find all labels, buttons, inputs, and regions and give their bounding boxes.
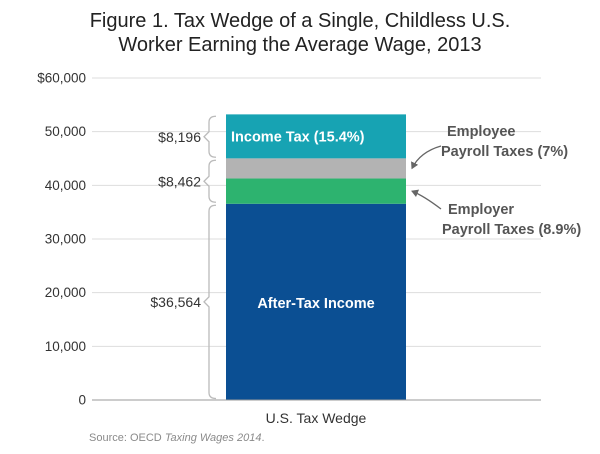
bracket-label: $8,462 (158, 173, 201, 189)
annotation-label: Payroll Taxes (8.9%) (442, 222, 581, 238)
source-prefix: Source: OECD (89, 432, 165, 444)
source-title: Taxing Wages 2014 (165, 432, 262, 444)
bracket (203, 204, 217, 400)
annotation-label: Employer (448, 202, 514, 218)
y-tick-label: $60,000 (37, 71, 86, 86)
value-brackets: $8,196 $8,462 $36,564 (150, 115, 217, 400)
y-tick-label: 50,000 (45, 124, 86, 139)
bar-segment-label: After-Tax Income (257, 296, 374, 312)
annotation-arrow (411, 145, 442, 170)
bar-segment (226, 178, 406, 204)
annotation-label: Payroll Taxes (7%) (441, 144, 568, 160)
annotations: Employee Payroll Taxes (7%) Employer Payrol… (411, 124, 581, 238)
bracket-label: $36,564 (150, 294, 201, 310)
x-tick-label: U.S. Tax Wedge (266, 410, 367, 426)
bar-segment (226, 158, 406, 179)
y-tick-label: 20,000 (45, 285, 86, 300)
annotation-arrow (411, 189, 442, 210)
bracket (203, 159, 217, 203)
stacked-bar: After-Tax Income Income Tax (15.4%) (226, 114, 406, 400)
bar-segment (226, 114, 406, 159)
bracket-label: $8,196 (158, 129, 201, 145)
chart-title-line-2: Worker Earning the Average Wage, 2013 (118, 34, 481, 56)
bracket (203, 115, 217, 158)
source-note: Source: OECD Taxing Wages 2014. (89, 432, 265, 444)
chart-title-line-1: Figure 1. Tax Wedge of a Single, Childle… (90, 10, 511, 32)
y-tick-label: 0 (78, 393, 86, 408)
bar-segment-label: Income Tax (15.4%) (231, 129, 365, 145)
annotation-label: Employee (447, 124, 516, 140)
bar-segment (226, 203, 406, 400)
y-tick-label: 30,000 (45, 232, 86, 247)
y-tick-label: 40,000 (45, 178, 86, 193)
axes: 0 10,000 20,000 30,000 40,000 50,000 $60,000 U.… (37, 71, 541, 426)
y-tick-label: 10,000 (45, 339, 86, 354)
source-suffix: . (261, 432, 264, 444)
